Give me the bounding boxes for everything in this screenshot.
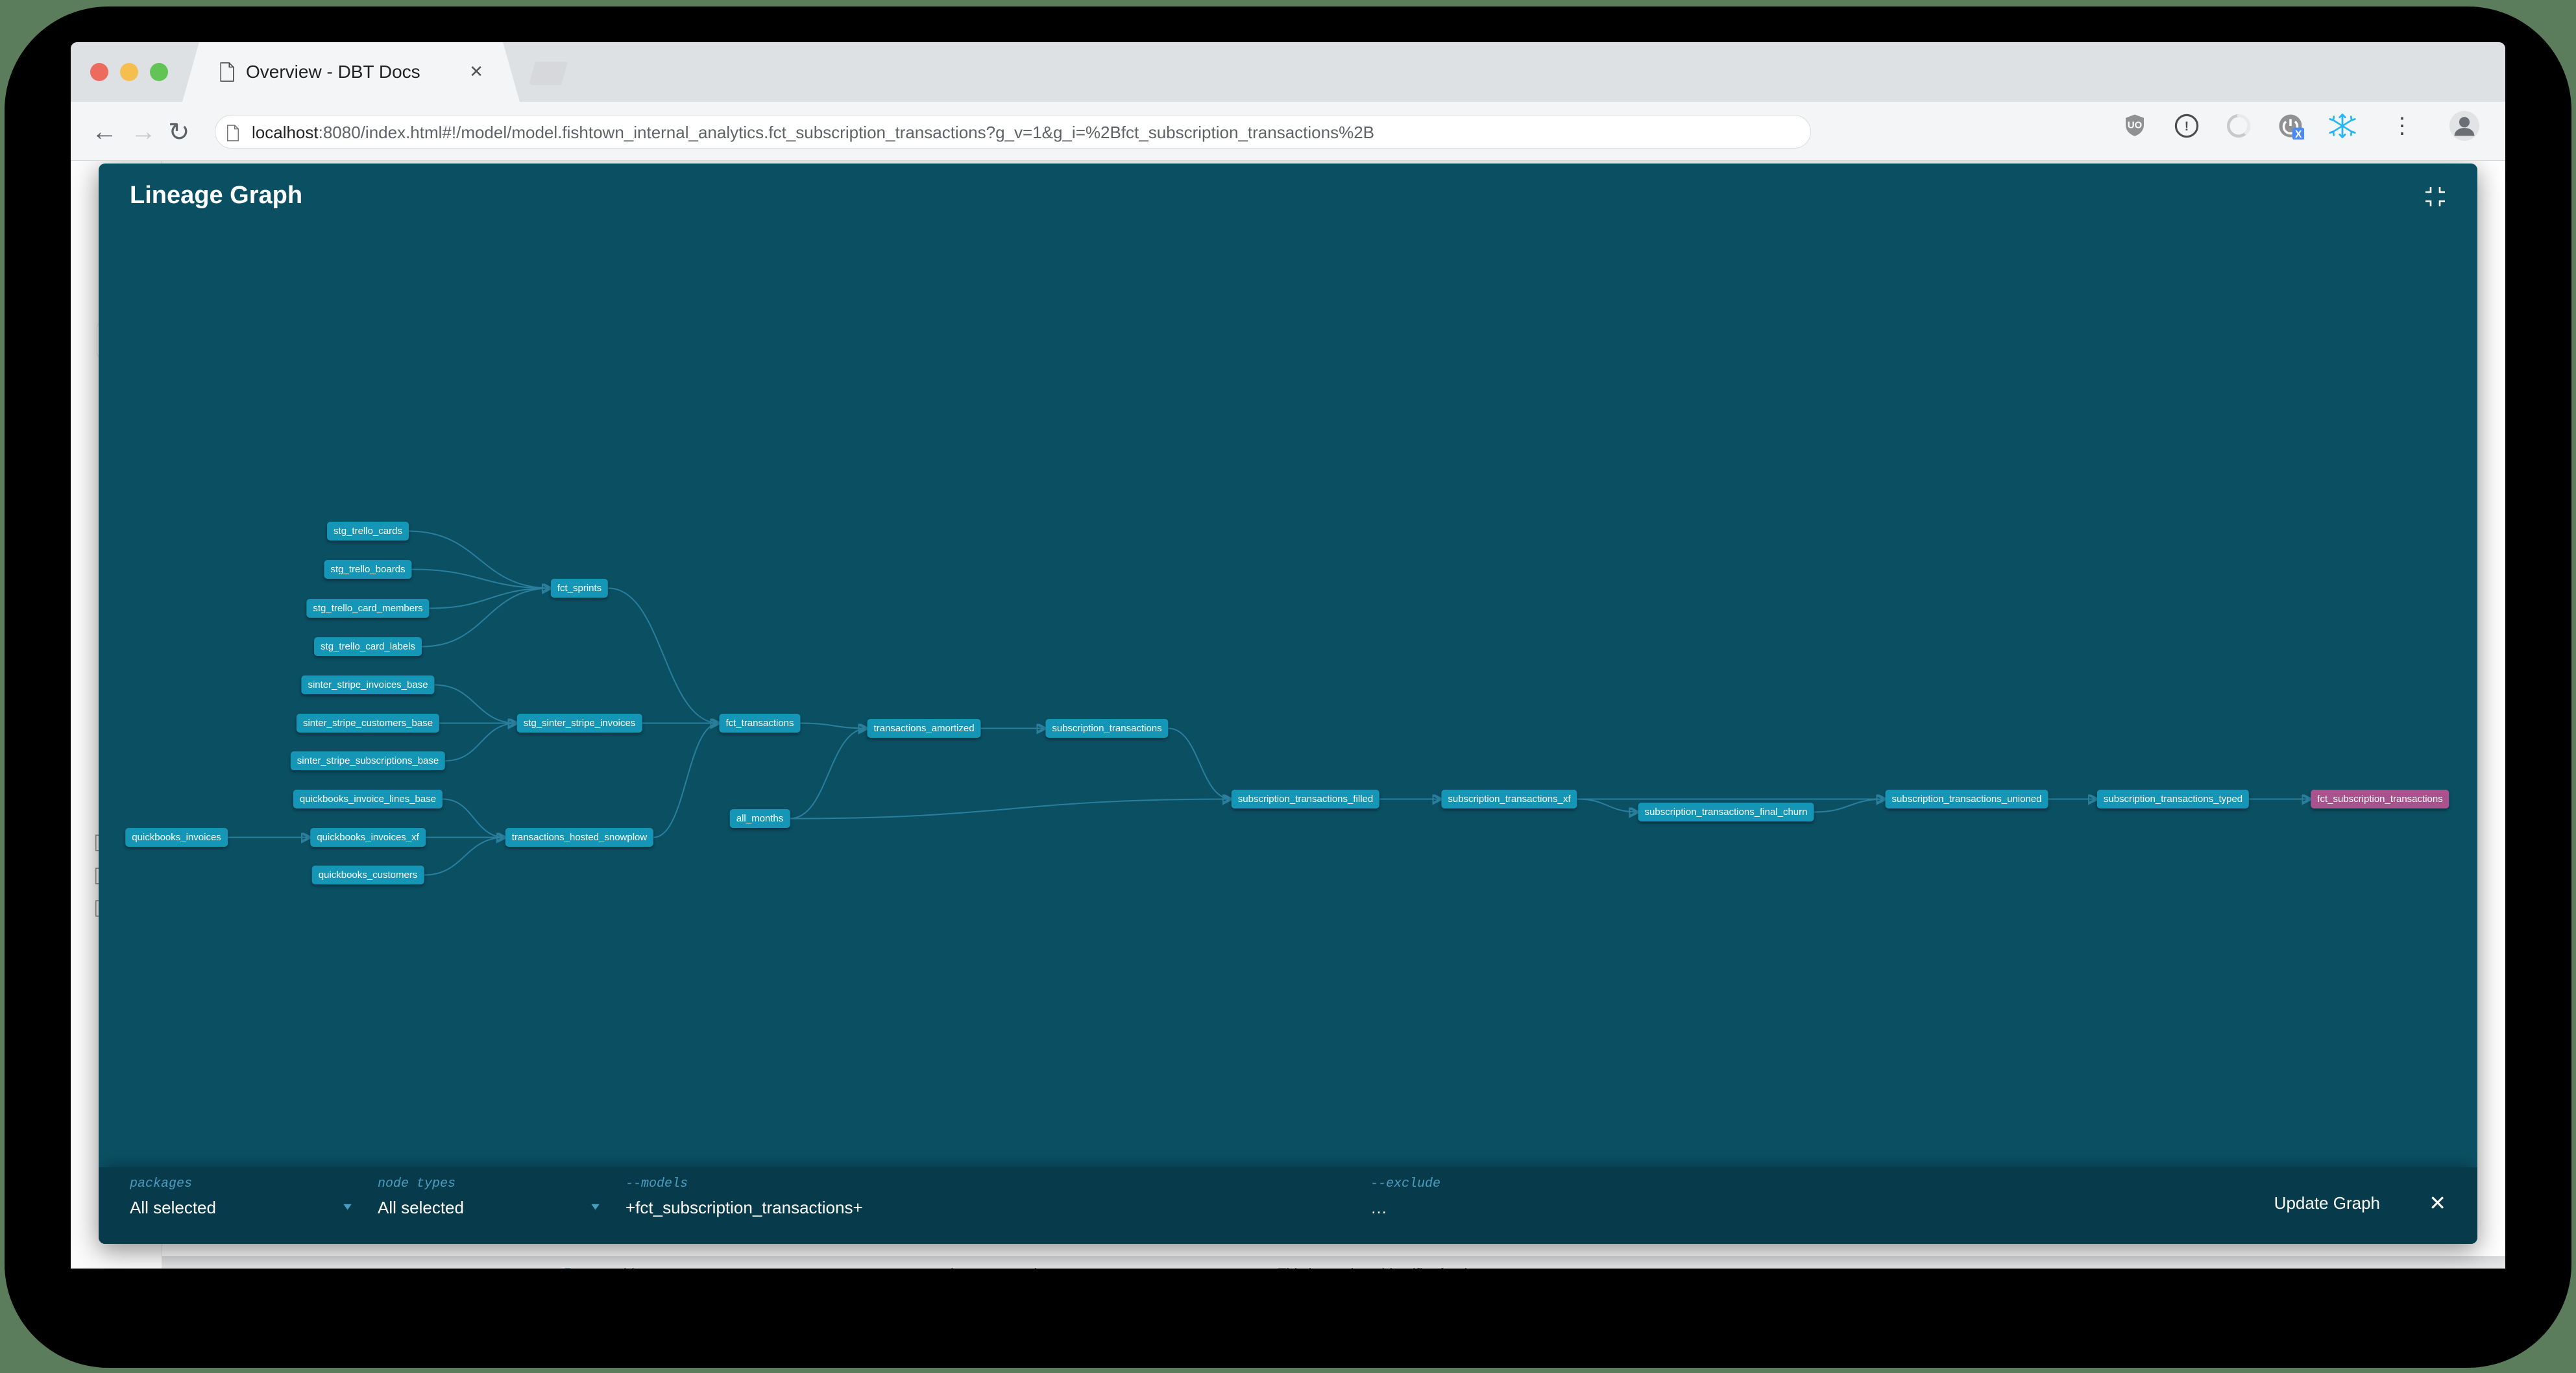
svg-text:UO: UO bbox=[2128, 121, 2142, 131]
svg-text:!: ! bbox=[2185, 120, 2189, 134]
svg-text:X: X bbox=[2295, 129, 2302, 140]
